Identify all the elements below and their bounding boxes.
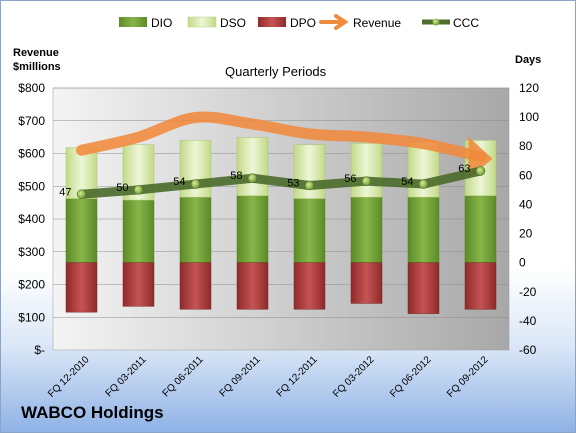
bar-dpo — [122, 262, 155, 307]
bar-dio — [65, 198, 98, 263]
legend-swatch-revenue — [319, 14, 349, 30]
ccc-point — [76, 189, 87, 200]
ccc-data-label: 50 — [116, 182, 128, 194]
bar-dio — [179, 196, 212, 263]
left-axis-title-line2: $millions — [13, 61, 61, 73]
bar-dpo — [407, 262, 440, 314]
legend-label-dpo: DPO — [290, 16, 316, 30]
left-tick-label: $600 — [18, 147, 45, 161]
ccc-point — [190, 179, 201, 189]
bar-dpo — [179, 262, 212, 310]
ccc-data-label: 56 — [344, 173, 356, 185]
ccc-data-label: 54 — [401, 176, 413, 188]
legend-marker-ccc — [432, 18, 440, 26]
ccc-point — [361, 176, 372, 186]
category-tick-label: FQ 09-2011 — [218, 354, 263, 399]
bar-dio — [350, 196, 383, 263]
bar-dpo — [293, 262, 326, 310]
ccc-point — [475, 166, 486, 176]
company-name: WABCO Holdings — [21, 403, 164, 422]
legend-label-dso: DSO — [220, 16, 246, 30]
bar-dio — [122, 199, 155, 263]
ccc-data-label: 47 — [59, 186, 71, 198]
right-tick-label: 40 — [519, 197, 533, 211]
legend-swatch-dso — [187, 16, 217, 28]
bar-dso — [350, 143, 383, 198]
category-tick-label: FQ 12-2010 — [46, 354, 92, 400]
ccc-point — [304, 180, 315, 191]
left-tick-label: $800 — [18, 81, 45, 95]
bar-dso — [293, 144, 326, 199]
ccc-data-label: 54 — [173, 176, 185, 188]
legend-swatch-dio — [119, 17, 147, 27]
left-tick-label: $500 — [18, 179, 45, 193]
bar-dio — [407, 196, 440, 263]
right-tick-label: 0 — [519, 256, 526, 270]
ccc-data-label: 58 — [230, 170, 242, 182]
bar-dso — [236, 137, 269, 196]
legend-label-dio: DIO — [151, 16, 172, 30]
left-tick-label: $200 — [18, 278, 45, 292]
ccc-point — [418, 179, 429, 189]
category-tick-label: FQ 03-2012 — [331, 354, 377, 400]
bar-dio — [236, 195, 269, 263]
bar-dio — [464, 195, 497, 263]
category-tick-label: FQ 09-2012 — [445, 354, 491, 400]
left-tick-label: $700 — [18, 114, 45, 128]
bar-dpo — [236, 262, 269, 310]
right-tick-label: 120 — [519, 81, 539, 95]
bar-dpo — [464, 262, 497, 310]
category-tick-label: FQ 12-2011 — [275, 354, 320, 399]
revenue-line — [76, 111, 486, 163]
bar-dio — [293, 198, 326, 263]
right-tick-label: -20 — [519, 285, 537, 299]
legend-swatch-dpo — [258, 17, 286, 27]
left-tick-label: $100 — [18, 310, 45, 324]
ccc-data-label: 53 — [287, 178, 299, 190]
right-tick-label: 100 — [519, 110, 539, 124]
right-axis-title: Days — [515, 54, 541, 66]
left-tick-label: $300 — [18, 245, 45, 259]
bar-dpo — [65, 262, 98, 313]
right-tick-label: 60 — [519, 168, 533, 182]
category-tick-label: FQ 06-2011 — [161, 354, 206, 399]
left-tick-label: $- — [34, 343, 45, 357]
right-tick-label: 20 — [519, 227, 533, 241]
right-tick-label: 80 — [519, 139, 533, 153]
right-tick-label: -40 — [519, 314, 537, 328]
category-tick-label: FQ 03-2011 — [104, 354, 149, 399]
legend-label-ccc: CCC — [453, 16, 479, 30]
left-axis-title-line1: Revenue — [13, 47, 59, 59]
ccc-data-label: 63 — [458, 163, 470, 175]
bar-dpo — [350, 262, 383, 304]
legend: DIO DSO DPO Revenue CCC — [119, 14, 479, 30]
chart-title: Quarterly Periods — [225, 64, 327, 79]
category-tick-label: FQ 06-2012 — [388, 354, 434, 400]
ccc-point — [247, 173, 258, 183]
ccc-line — [77, 166, 485, 199]
legend-label-revenue: Revenue — [353, 16, 401, 30]
ccc-point — [133, 185, 144, 195]
right-tick-label: -60 — [519, 343, 537, 357]
left-tick-label: $400 — [18, 212, 45, 226]
